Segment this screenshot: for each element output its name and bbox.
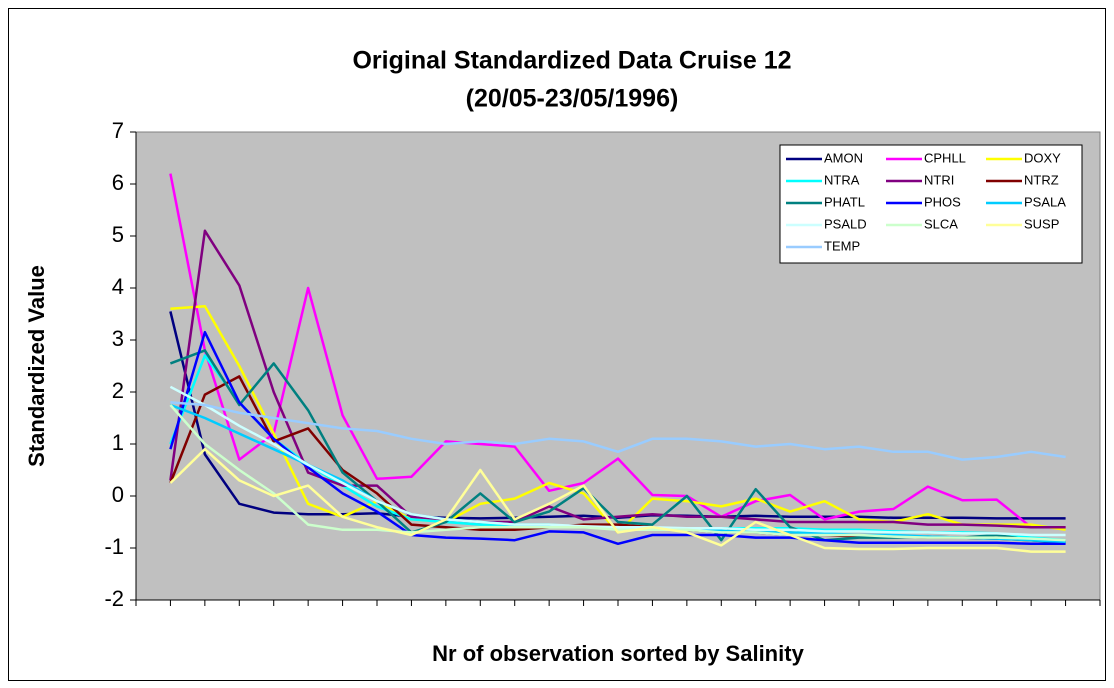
x-axis-label: Nr of observation sorted by Salinity bbox=[432, 641, 804, 666]
legend-label: PHOS bbox=[924, 194, 961, 209]
chart-title: Original Standardized Data Cruise 12 bbox=[352, 47, 791, 75]
line-series bbox=[169, 330, 1066, 546]
legend-label: DOXY bbox=[1024, 150, 1061, 165]
line-series bbox=[169, 385, 1066, 537]
y-tick-label: -2 bbox=[104, 586, 124, 611]
line-series bbox=[170, 401, 1066, 461]
legend-label: SUSP bbox=[1024, 216, 1059, 231]
line-series bbox=[169, 404, 1066, 542]
y-tick-label: 6 bbox=[112, 170, 124, 195]
legend-label: NTRZ bbox=[1024, 172, 1059, 187]
legend-label: SLCA bbox=[924, 216, 958, 231]
y-tick-label: 7 bbox=[112, 118, 124, 143]
legend bbox=[779, 144, 1083, 264]
legend-label: NTRA bbox=[824, 172, 860, 187]
y-tick-label: 5 bbox=[112, 222, 124, 247]
legend-label: PHATL bbox=[824, 194, 865, 209]
y-tick-label: -1 bbox=[104, 534, 124, 559]
y-axis-label: Standardized Value bbox=[24, 265, 49, 467]
legend-label: CPHLL bbox=[924, 150, 966, 165]
legend-label: PSALD bbox=[824, 216, 867, 231]
y-tick-label: 2 bbox=[112, 378, 124, 403]
line-series bbox=[169, 447, 1066, 553]
legend-label: TEMP bbox=[824, 238, 860, 253]
y-tick-label: 3 bbox=[112, 326, 124, 351]
chart-subtitle: (20/05-23/05/1996) bbox=[466, 85, 679, 113]
line-series bbox=[169, 173, 1066, 529]
y-tick-label: 0 bbox=[112, 482, 124, 507]
y-tick-label: 4 bbox=[112, 274, 124, 299]
legend-label: NTRI bbox=[924, 172, 954, 187]
legend-label: AMON bbox=[824, 150, 863, 165]
y-tick-label: 1 bbox=[112, 430, 124, 455]
legend-label: PSALA bbox=[1024, 194, 1066, 209]
